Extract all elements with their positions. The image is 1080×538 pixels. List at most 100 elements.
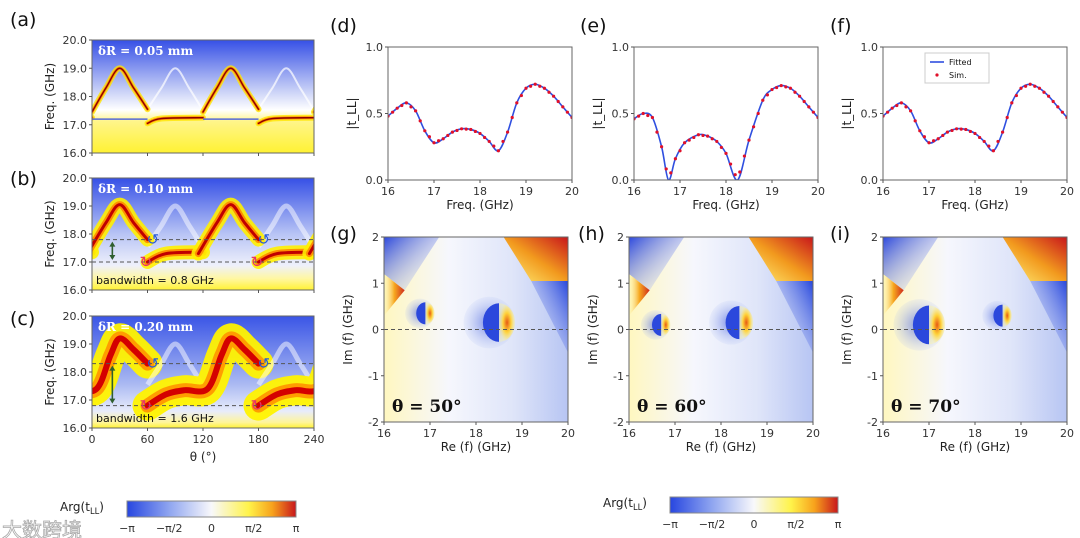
x-tick-label: 20 <box>811 185 825 198</box>
y-tick-label: 17.0 <box>63 394 88 407</box>
panel-label: (h) <box>578 223 605 245</box>
band-curve <box>0 68 37 112</box>
plot-area <box>883 237 1067 422</box>
x-tick-label: 240 <box>304 433 325 446</box>
x-tick-label: 17 <box>427 185 441 198</box>
faint-band <box>256 341 314 388</box>
y-tick-label: 0 <box>871 324 878 337</box>
sim-point <box>469 127 473 132</box>
band-curve <box>0 68 37 112</box>
sim-point <box>973 131 977 136</box>
sim-point <box>641 111 645 116</box>
sim-point <box>747 138 751 142</box>
sim-point <box>761 98 765 102</box>
faint-band <box>145 203 206 250</box>
colorbar-tick-label: −π/2 <box>699 518 726 531</box>
sim-point <box>446 133 450 138</box>
sim-point <box>450 130 454 134</box>
colorbar-tick-label: 0 <box>208 522 215 535</box>
sim-point <box>1042 90 1046 94</box>
sim-point <box>533 82 537 86</box>
x-axis-label: Re (f) (GHz) <box>686 440 756 454</box>
x-tick-label: 16 <box>876 185 890 198</box>
sim-point <box>936 137 940 141</box>
y-tick-label: 20.0 <box>63 310 88 323</box>
sim-point <box>918 129 922 133</box>
plot-area <box>629 237 813 422</box>
colorbar-tick-label: 0 <box>751 518 758 531</box>
y-tick-label: 0.5 <box>366 108 384 121</box>
zero-yellow <box>499 303 516 342</box>
sim-point <box>922 135 927 139</box>
colorbar-gradient <box>669 496 839 514</box>
x-tick-label: 17 <box>922 427 936 440</box>
cw-rotation-icon: ↺ <box>258 355 271 373</box>
theta-label: θ = 70° <box>891 397 961 417</box>
panel-b: (b) ↺ ↻ ↺ ↻ bandwidth = 0.8 GHz δR = 0.10 mm 16… <box>0 168 315 297</box>
sim-point <box>793 90 797 94</box>
ccw-rotation-icon: ↻ <box>251 253 264 271</box>
x-axis-label: Re (f) (GHz) <box>441 440 511 454</box>
band-curve <box>146 116 204 125</box>
zero-yellow <box>1002 304 1012 327</box>
x-tick-label: 19 <box>1014 427 1028 440</box>
panel-g: (g) θ = 50° -2 -1 0 1 2 16 17 18 19 20 Re (f) (GHz) I… <box>330 223 575 454</box>
band-curve <box>0 205 37 254</box>
band-curve <box>0 68 37 112</box>
cw-rotation-icon: ↺ <box>258 231 271 249</box>
band-curve <box>92 67 149 113</box>
y-tick-label: 16.0 <box>63 422 88 435</box>
band-curve <box>92 335 151 395</box>
sim-point <box>742 154 747 158</box>
x-tick-label: 120 <box>193 433 214 446</box>
phase-region <box>629 274 650 316</box>
y-tick-label: 16.0 <box>63 284 88 297</box>
x-tick-label: 16 <box>622 427 636 440</box>
y-tick-label: 1.0 <box>366 41 384 54</box>
theta-label: θ = 50° <box>392 397 462 417</box>
bandwidth-label: bandwidth = 0.8 GHz <box>96 274 214 287</box>
sim-point <box>964 127 968 132</box>
x-tick-label: 16 <box>377 427 391 440</box>
sim-point <box>552 94 556 98</box>
sim-point <box>784 85 788 89</box>
sim-point <box>423 129 427 133</box>
zero-yellow <box>661 313 671 336</box>
y-tick-label: -1 <box>368 370 379 383</box>
band-curve <box>311 105 314 116</box>
sim-point <box>565 110 570 114</box>
x-tick-label: 19 <box>765 185 779 198</box>
sim-point <box>561 105 565 109</box>
sim-point <box>706 134 710 138</box>
sim-point <box>968 129 973 134</box>
arrowheads <box>109 241 116 260</box>
sim-point <box>927 141 931 145</box>
y-tick-label: 1.0 <box>861 41 879 54</box>
sim-point <box>464 127 468 131</box>
pole-blue <box>912 305 929 345</box>
panel-e: (e) 0.0 0.5 1.0 16 17 18 19 20 Freq. (GHz) |t_LL| <box>580 15 825 212</box>
y-tick-label: 18.0 <box>63 228 88 241</box>
y-tick-label: 20.0 <box>63 34 88 47</box>
phase-region <box>748 237 813 281</box>
sim-point <box>542 86 547 90</box>
pole-blue <box>993 304 1003 327</box>
sim-point <box>678 149 682 153</box>
sim-point <box>414 109 418 113</box>
sim-point <box>510 115 514 120</box>
sim-point <box>404 101 408 105</box>
sim-point <box>959 127 963 131</box>
faint-band <box>146 67 204 112</box>
sim-point <box>487 139 491 144</box>
y-tick-label: -1 <box>613 370 624 383</box>
sim-point <box>501 139 505 144</box>
sim-point <box>1028 82 1032 86</box>
band-curve <box>312 108 314 114</box>
faint-band <box>256 203 314 250</box>
x-tick-label: 20 <box>561 427 575 440</box>
y-tick-label: 0.0 <box>861 174 879 187</box>
x-axis-label: Freq. (GHz) <box>941 198 1008 212</box>
band-curve <box>144 335 262 409</box>
sim-point <box>779 83 783 88</box>
sim-point <box>473 129 477 134</box>
